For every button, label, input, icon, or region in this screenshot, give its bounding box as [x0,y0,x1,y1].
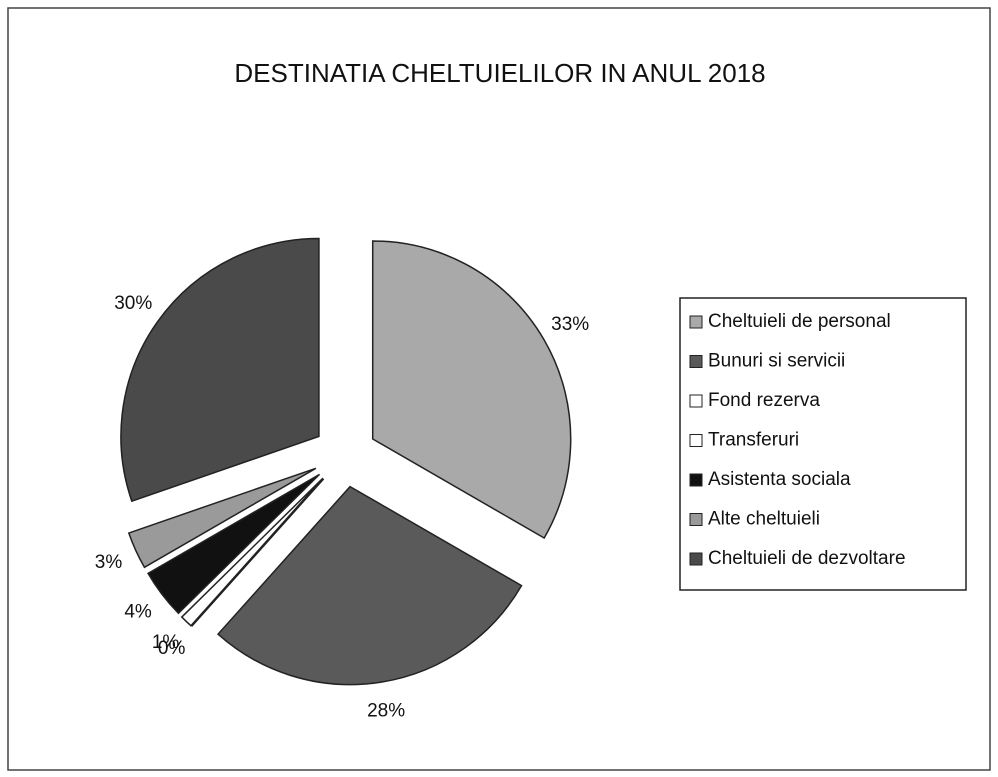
legend-label: Transferuri [708,430,799,451]
legend-box [679,297,967,591]
legend-label: Cheltuieli de personal [708,311,891,332]
legend-label: Cheltuieli de dezvoltare [708,548,906,569]
data-label: 1% [152,632,180,653]
pie-slice [120,237,320,503]
pie-slice [147,473,321,615]
legend-swatch [689,315,703,329]
legend-label: Asistenta sociala [708,469,851,490]
legend-label: Bunuri si servicii [708,351,845,372]
pie-slice [127,467,317,569]
data-label: 3% [95,552,123,573]
legend-swatch [689,355,703,368]
data-label: 33% [551,314,589,335]
legend-swatch [689,394,703,408]
data-label: 4% [124,601,152,622]
pie-slice [371,240,572,540]
data-label: 30% [114,293,152,314]
legend-swatch [689,434,703,447]
legend-swatch [689,513,703,526]
chart-title: DESTINATIA CHELTUIELILOR IN ANUL 2018 [234,58,765,88]
data-label: 28% [367,701,405,722]
legend-label: Fond rezerva [708,390,820,411]
legend-swatch [689,473,703,487]
pie-slice [216,485,523,686]
data-label: 0% [158,638,186,659]
legend-swatch [689,552,703,566]
legend-label: Alte cheltuieli [708,509,820,530]
pie-slice [180,477,324,627]
